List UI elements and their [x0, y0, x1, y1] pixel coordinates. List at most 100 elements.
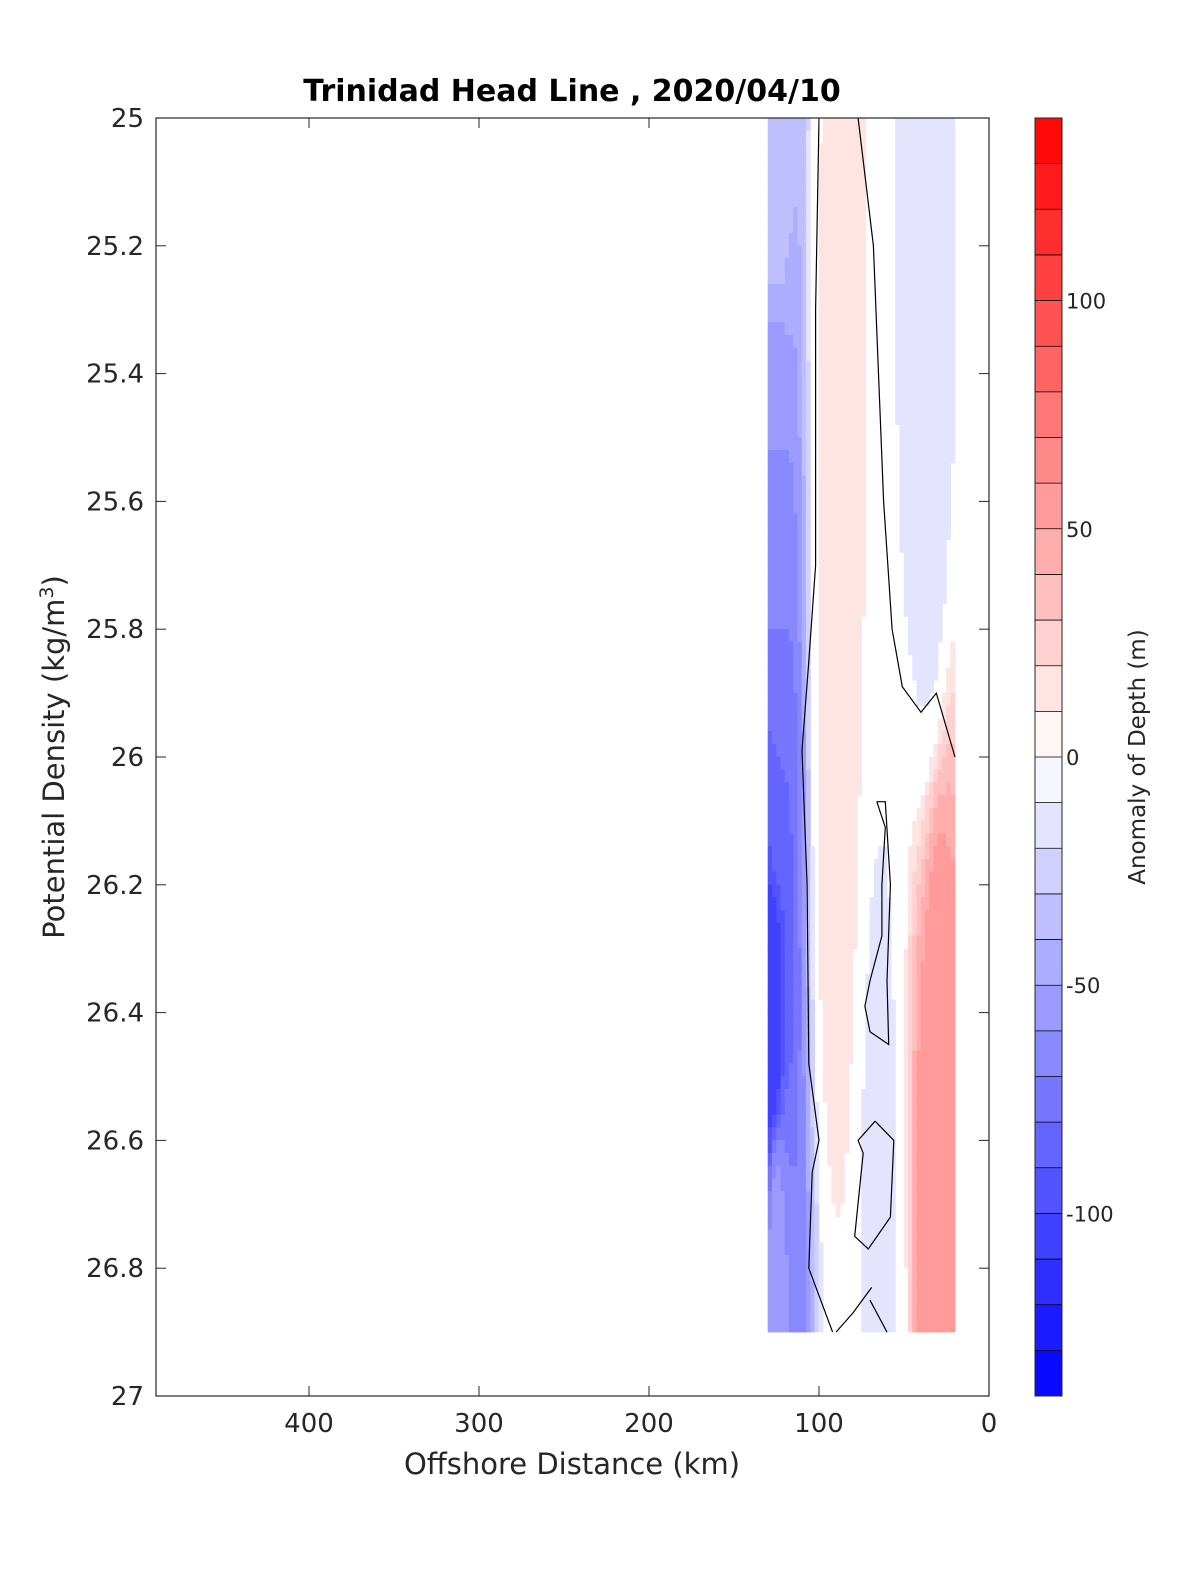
field-cell — [890, 1242, 896, 1256]
field-cell — [839, 846, 845, 860]
field-cell — [848, 322, 854, 336]
field-cell — [950, 1178, 956, 1192]
field-cell — [907, 283, 913, 298]
field-cell — [903, 488, 909, 502]
field-cell — [873, 1063, 879, 1077]
field-cell — [835, 360, 841, 374]
colorbar-cell — [1035, 620, 1062, 667]
field-cell — [886, 1152, 892, 1167]
field-cell — [784, 1012, 790, 1026]
field-cell — [903, 360, 909, 374]
field-cell — [924, 1050, 930, 1065]
field-cell — [924, 807, 930, 822]
field-cell — [767, 181, 773, 195]
field-cell — [776, 1255, 782, 1269]
field-cell — [937, 411, 943, 426]
field-cell — [929, 411, 935, 426]
field-cell — [831, 705, 837, 719]
field-cell — [805, 309, 811, 323]
field-cell — [941, 411, 947, 426]
field-cell — [903, 156, 909, 170]
field-cell — [844, 577, 850, 592]
field-cell — [827, 194, 833, 208]
field-cell — [767, 858, 773, 873]
field-cell — [878, 897, 884, 911]
field-cell — [912, 641, 918, 656]
field-cell — [801, 1025, 807, 1039]
field-cell — [784, 271, 790, 285]
field-cell — [950, 1076, 956, 1090]
field-cell — [788, 1229, 794, 1243]
field-cell — [818, 552, 824, 566]
field-cell — [844, 756, 850, 771]
field-cell — [899, 130, 905, 144]
field-cell — [912, 475, 918, 489]
field-cell — [907, 1127, 913, 1141]
field-cell — [916, 1216, 922, 1231]
field-cell — [844, 616, 850, 630]
field-cell — [869, 973, 875, 988]
field-cell — [839, 245, 845, 259]
field-cell — [869, 910, 875, 924]
field-cell — [929, 935, 935, 949]
field-cell — [865, 1063, 871, 1077]
field-cell — [767, 1267, 773, 1282]
field-cell — [912, 667, 918, 681]
field-cell — [784, 552, 790, 566]
field-cell — [818, 1267, 824, 1282]
field-cell — [844, 232, 850, 247]
field-cell — [950, 948, 956, 962]
field-cell — [848, 437, 854, 451]
field-cell — [933, 884, 939, 898]
field-cell — [907, 552, 913, 566]
field-cell — [780, 1267, 786, 1282]
field-cell — [924, 999, 930, 1013]
field-cell — [788, 1127, 794, 1141]
field-cell — [780, 130, 786, 144]
field-cell — [771, 577, 777, 592]
field-cell — [950, 271, 956, 285]
field-cell — [916, 232, 922, 247]
field-cell — [788, 373, 794, 387]
field-cell — [903, 539, 909, 553]
field-cell — [912, 552, 918, 566]
field-cell — [937, 258, 943, 272]
field-cell — [848, 271, 854, 285]
field-cell — [933, 309, 939, 323]
field-cell — [916, 462, 922, 477]
field-cell — [780, 973, 786, 988]
field-cell — [929, 168, 935, 183]
field-cell — [920, 667, 926, 681]
field-cell — [805, 1127, 811, 1141]
field-cell — [776, 1293, 782, 1307]
field-cell — [844, 398, 850, 413]
field-cell — [899, 283, 905, 298]
field-cell — [899, 373, 905, 387]
field-cell — [929, 296, 935, 310]
field-cell — [793, 181, 799, 195]
field-cell — [827, 769, 833, 783]
field-cell — [805, 462, 811, 477]
field-cell — [839, 871, 845, 886]
field-cell — [933, 552, 939, 566]
field-cell — [852, 858, 858, 873]
field-cell — [835, 488, 841, 502]
field-cell — [801, 347, 807, 362]
field-cell — [882, 884, 888, 898]
field-cell — [797, 1152, 803, 1167]
field-cell — [827, 756, 833, 771]
field-cell — [818, 692, 824, 707]
field-cell — [831, 590, 837, 604]
field-cell — [831, 1178, 837, 1192]
field-cell — [882, 1127, 888, 1141]
field-cell — [852, 795, 858, 809]
field-cell — [899, 118, 905, 132]
field-cell — [801, 769, 807, 783]
field-cell — [929, 156, 935, 170]
field-cell — [924, 347, 930, 362]
field-cell — [941, 1114, 947, 1128]
field-cell — [920, 820, 926, 834]
field-cell — [810, 1152, 816, 1167]
field-cell — [831, 1088, 837, 1103]
field-cell — [929, 309, 935, 323]
